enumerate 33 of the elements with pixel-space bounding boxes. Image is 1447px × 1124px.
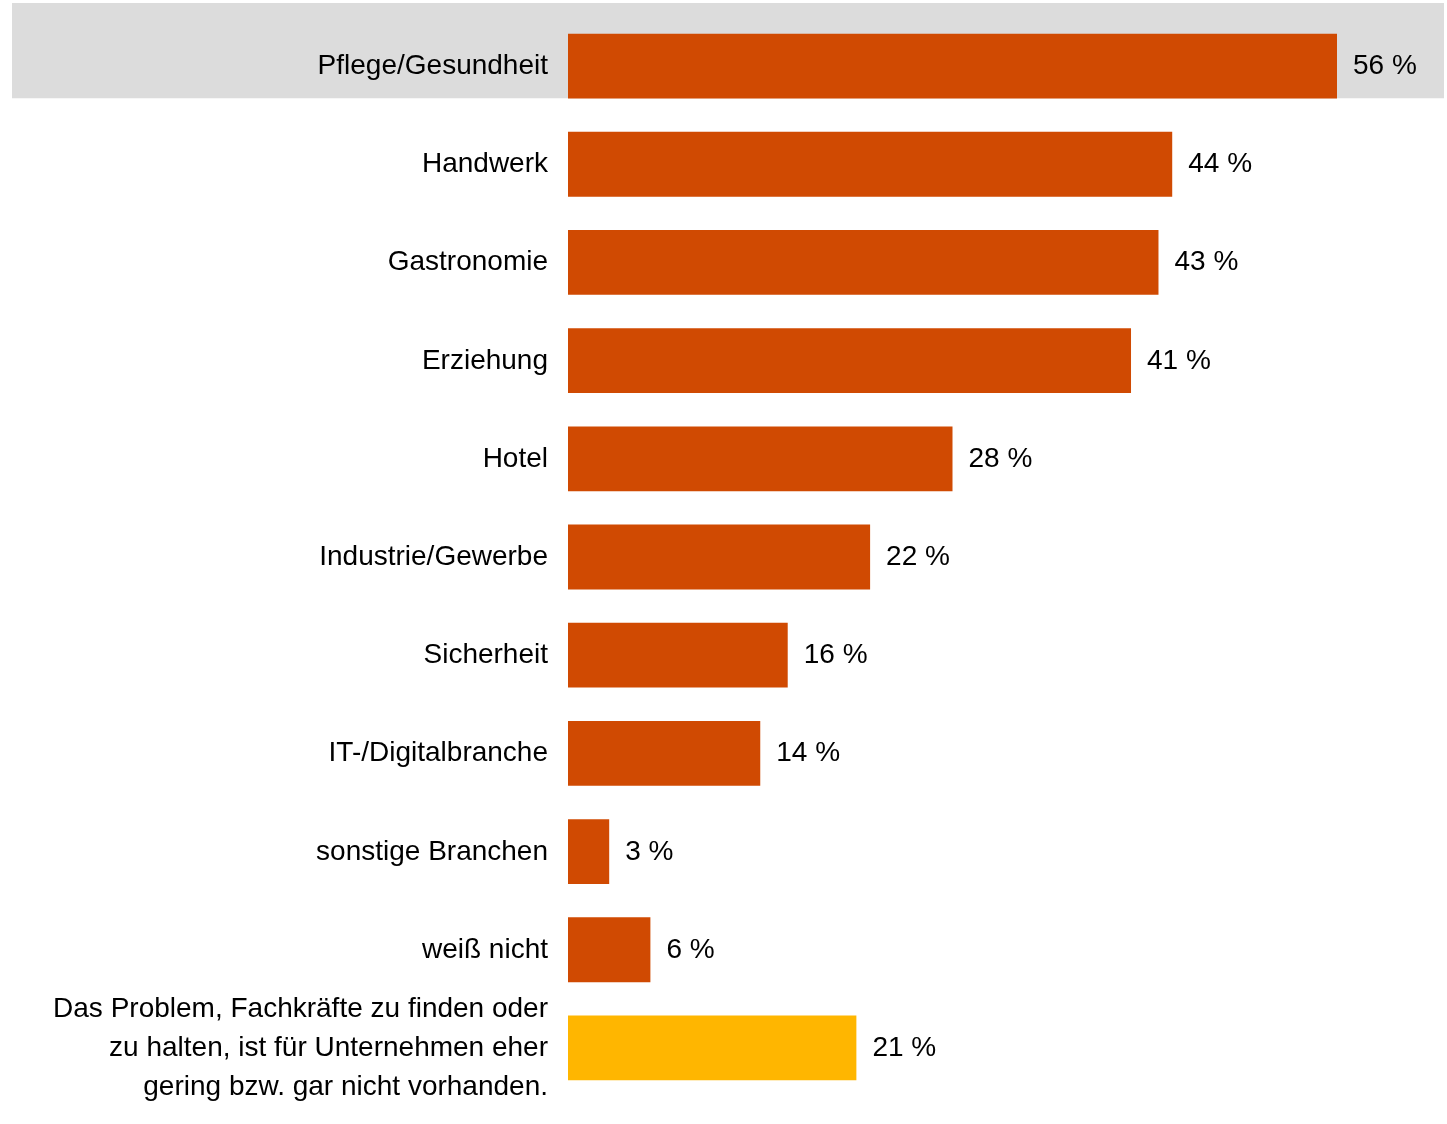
- y-tick-label: IT-/Digitalbranche: [328, 736, 548, 768]
- data-label: 56 %: [1353, 49, 1417, 81]
- data-label: 43 %: [1174, 245, 1239, 277]
- bar: [568, 720, 761, 786]
- data-label: 41 %: [1147, 343, 1211, 375]
- data-label: 22 %: [886, 540, 950, 571]
- y-tick-label: Das Problem, Fachkräfte zu finden oder zu halten, ist für Unternehmen eher gering bzw. gar nicht vorhanden.: [53, 991, 548, 1101]
- data-label: 3 %: [625, 834, 674, 866]
- y-tick-label: Handwerk: [421, 147, 549, 179]
- y-tick-label: Hotel: [482, 441, 548, 473]
- data-label: 28 %: [968, 441, 1033, 473]
- y-tick-label: weiß nicht: [420, 932, 549, 964]
- data-label: 6 %: [666, 932, 715, 964]
- bar: [568, 819, 610, 884]
- data-label: 14 %: [776, 736, 841, 768]
- bar: [568, 131, 1173, 197]
- y-tick-label: Industrie/Gewerbe: [319, 540, 548, 571]
- data-label: 44 %: [1188, 147, 1253, 179]
- y-tick-label: Sicherheit: [423, 638, 549, 670]
- y-tick-label: Erziehung: [421, 343, 548, 375]
- y-tick-label: sonstige Branchen: [316, 834, 548, 866]
- bar: [568, 426, 953, 492]
- bar: [568, 524, 871, 590]
- data-label: 16 %: [803, 638, 868, 670]
- bar: [568, 917, 651, 983]
- bar: [568, 1015, 857, 1081]
- bar: [568, 33, 1337, 99]
- y-tick-label: Pflege/Gesundheit: [317, 49, 549, 81]
- bar: [568, 622, 788, 688]
- y-tick-label: Gastronomie: [387, 245, 548, 277]
- bar: [568, 230, 1159, 295]
- data-label: 21 %: [872, 1030, 937, 1062]
- bar: [568, 328, 1132, 394]
